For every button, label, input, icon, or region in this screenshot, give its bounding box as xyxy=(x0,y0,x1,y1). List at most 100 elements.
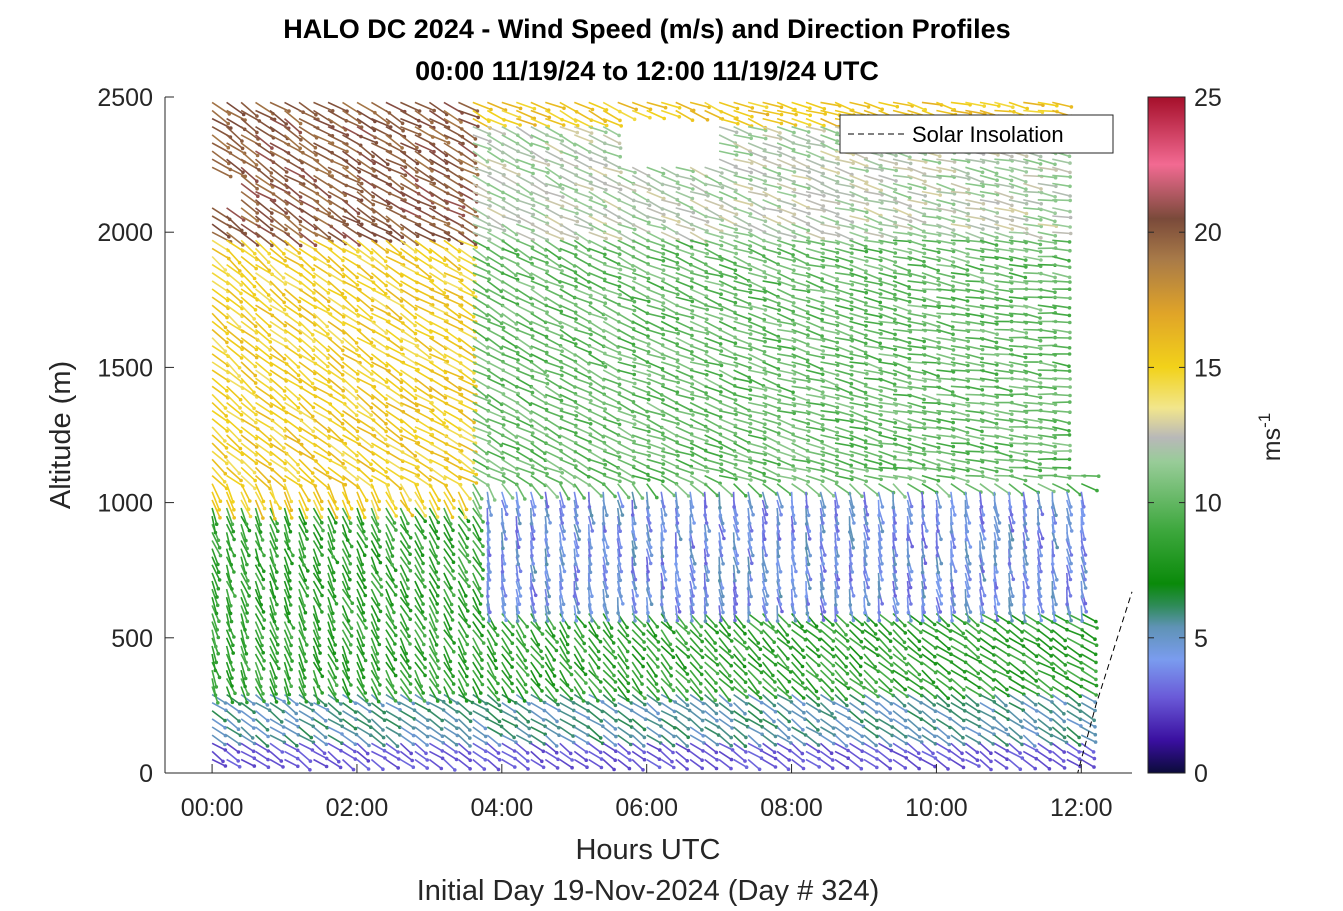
wind-vector xyxy=(254,588,262,606)
wind-vector xyxy=(341,645,349,663)
wind-vector-head xyxy=(395,744,400,748)
wind-vector-head xyxy=(481,576,485,581)
wind-vector xyxy=(370,653,380,670)
wind-vector xyxy=(226,361,240,377)
wind-vector xyxy=(399,540,411,555)
wind-vector-head xyxy=(436,585,441,589)
wind-vector xyxy=(341,653,349,670)
wind-vector-head xyxy=(357,161,362,166)
wind-vector-head xyxy=(575,236,579,240)
wind-vector-head xyxy=(536,642,541,647)
wind-vector-head xyxy=(238,446,243,451)
wind-vector-head xyxy=(613,494,617,499)
wind-vector xyxy=(342,734,356,745)
wind-vector-head xyxy=(361,667,365,672)
wind-vector-head xyxy=(309,735,314,740)
wind-vector-head xyxy=(661,454,666,459)
wind-vector xyxy=(298,231,316,246)
wind-vector xyxy=(283,207,301,223)
wind-vector-head xyxy=(604,188,608,192)
wind-vector xyxy=(313,401,331,414)
wind-vector xyxy=(240,345,258,359)
wind-vector xyxy=(414,426,433,436)
wind-vector-head xyxy=(287,701,291,705)
wind-vector-head xyxy=(589,546,593,550)
wind-vector xyxy=(356,523,367,540)
wind-vector-head xyxy=(605,561,610,566)
wind-vector-head xyxy=(531,602,535,606)
wind-vector xyxy=(616,524,620,540)
wind-vector xyxy=(370,483,380,502)
wind-vector xyxy=(211,758,226,767)
wind-vector-head xyxy=(588,602,592,607)
wind-vector-head xyxy=(266,293,271,297)
wind-vector xyxy=(458,442,477,453)
wind-vector xyxy=(255,190,275,202)
wind-vector xyxy=(327,474,346,486)
wind-vector-head xyxy=(388,239,393,243)
wind-vector-head xyxy=(225,298,230,303)
wind-vector xyxy=(298,718,314,728)
wind-vector-head xyxy=(382,748,387,753)
wind-vector xyxy=(356,207,375,222)
wind-vector-head xyxy=(327,380,331,384)
wind-vector-head xyxy=(531,285,535,290)
wind-vector-head xyxy=(268,324,272,329)
wind-vector xyxy=(312,320,329,335)
wind-vector xyxy=(341,605,350,622)
wind-vector xyxy=(370,718,384,731)
wind-vector-head xyxy=(369,406,374,410)
wind-vector-head xyxy=(437,690,442,694)
wind-vector-head xyxy=(597,657,601,662)
wind-vector-head xyxy=(331,570,336,575)
wind-vector-head xyxy=(254,266,258,271)
wind-vector-head xyxy=(537,626,541,631)
wind-vector xyxy=(457,483,471,500)
wind-vector xyxy=(443,742,457,753)
wind-vector-head xyxy=(518,521,522,526)
wind-vector-head xyxy=(604,130,608,135)
wind-vector-head xyxy=(560,186,565,191)
wind-vector-head xyxy=(421,561,425,566)
wind-vector-head xyxy=(261,610,266,614)
wind-vector-head xyxy=(497,743,502,747)
wind-vector-head xyxy=(414,436,418,440)
wind-vector-head xyxy=(339,702,343,706)
wind-vector-head xyxy=(303,610,308,615)
wind-vector xyxy=(312,556,320,573)
wind-vector-head xyxy=(274,538,279,542)
wind-vector xyxy=(356,466,372,482)
wind-vector xyxy=(240,199,258,214)
wind-vector xyxy=(443,426,461,437)
wind-vector xyxy=(429,320,447,332)
wind-vector xyxy=(255,369,272,382)
wind-vector-head xyxy=(406,586,410,591)
wind-vector xyxy=(399,320,417,335)
wind-vector xyxy=(327,572,334,590)
wind-vector-head xyxy=(626,495,631,500)
wind-vector xyxy=(312,247,329,262)
wind-vector xyxy=(211,247,230,260)
wind-vector-head xyxy=(589,139,594,144)
wind-vector-head xyxy=(341,348,345,353)
wind-vector-head xyxy=(614,709,618,714)
wind-vector-head xyxy=(265,703,270,707)
wind-vector xyxy=(356,190,374,206)
wind-vector xyxy=(414,231,435,242)
wind-vector xyxy=(312,710,327,722)
wind-vector xyxy=(226,726,241,736)
wind-vector xyxy=(327,288,346,299)
wind-vector xyxy=(414,320,432,333)
wind-vector-head xyxy=(487,529,491,534)
wind-vector xyxy=(428,531,439,548)
wind-vector xyxy=(240,726,254,739)
wind-vector xyxy=(370,458,387,473)
wind-vector xyxy=(240,499,252,517)
wind-vector xyxy=(240,117,258,134)
wind-vector-head xyxy=(369,462,373,467)
wind-vector-head xyxy=(605,513,609,517)
wind-vector xyxy=(283,629,292,646)
wind-vector xyxy=(414,255,432,268)
wind-vector-head xyxy=(326,332,330,336)
wind-vector-head xyxy=(546,146,550,151)
